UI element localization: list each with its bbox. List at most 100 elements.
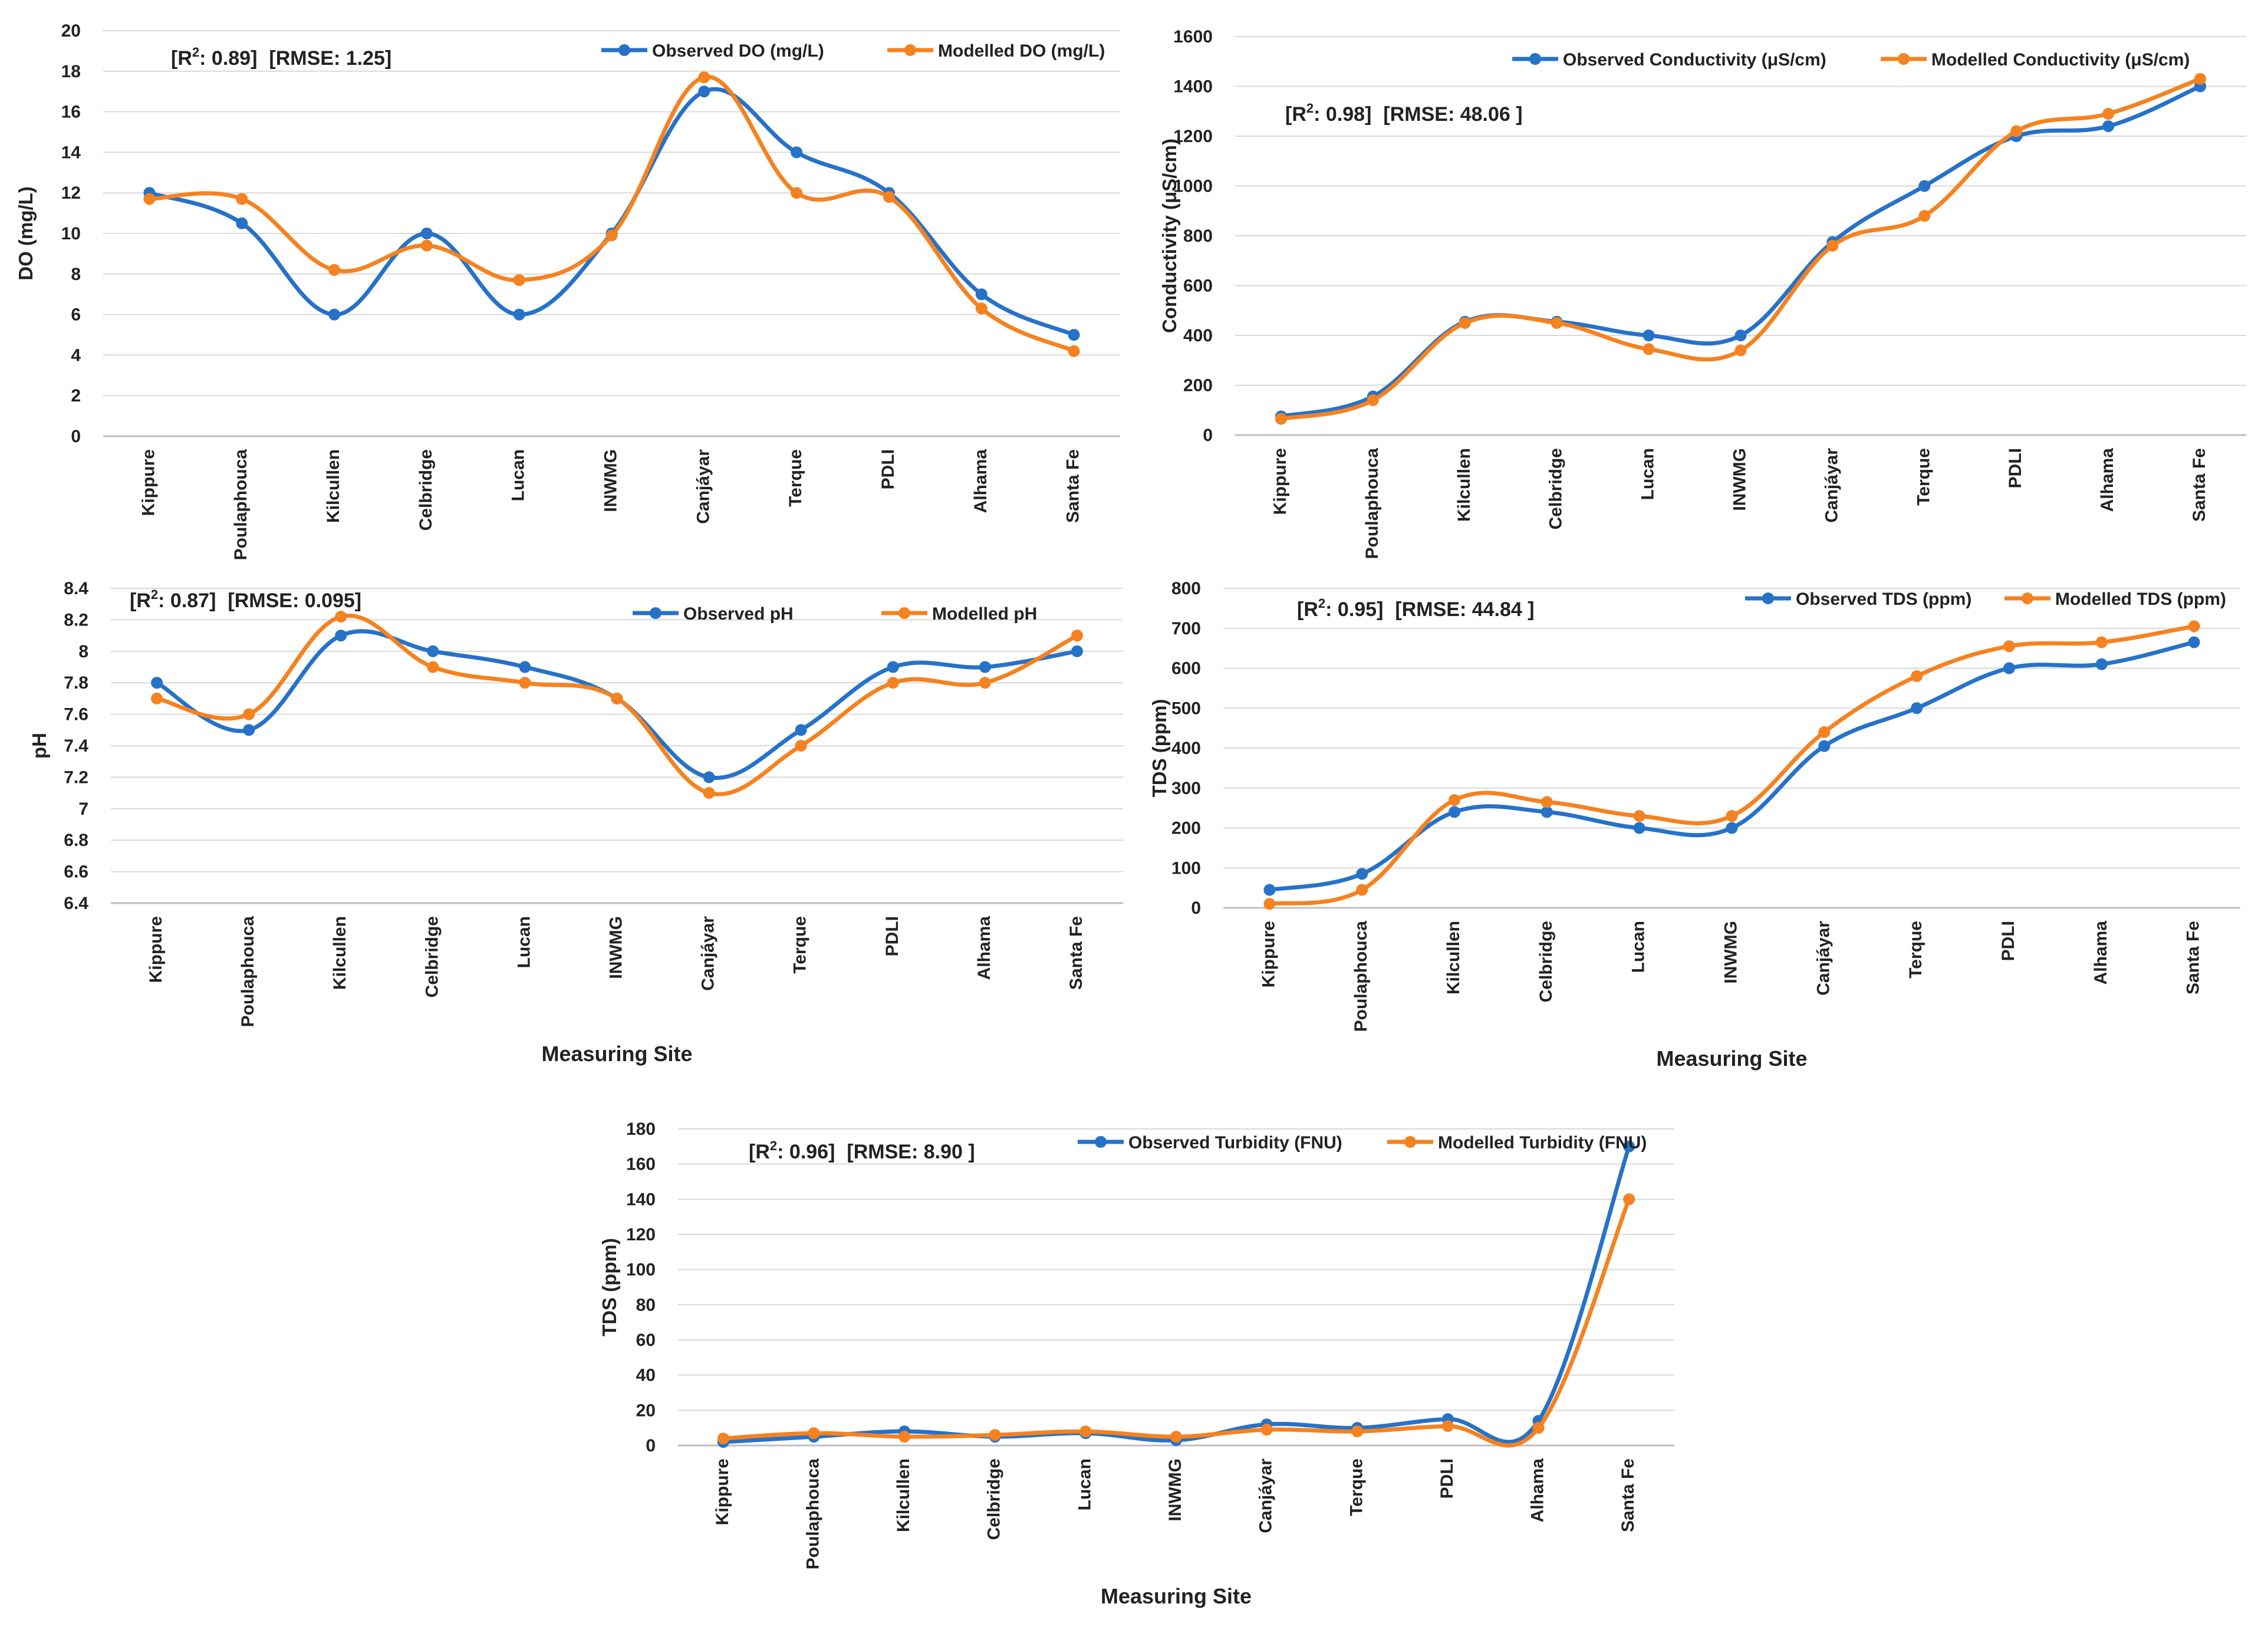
data-point-modelled [975, 302, 987, 315]
data-point-observed [236, 217, 248, 229]
data-point-modelled [243, 708, 255, 720]
y-tick-label: 600 [1183, 276, 1213, 296]
data-point-modelled [1642, 343, 1655, 355]
legend-swatch-marker [1898, 53, 1910, 65]
x-tick-label: Santa Fe [1066, 916, 1086, 990]
y-tick-label: 14 [61, 143, 81, 162]
rmse-value: [RMSE: 0.095] [228, 590, 361, 612]
y-tick-label: 600 [1171, 659, 1201, 679]
y-tick-label: 4 [71, 345, 81, 365]
data-point-modelled [1726, 810, 1738, 822]
y-tick-label: 200 [1171, 819, 1201, 838]
legend-label: Observed Conductivity (μS/cm) [1563, 50, 1826, 70]
chart-panel-3: 6.4 6.6 6.8 7 7.2 7.4 7.6 7.8 8 8.2 8.4 Kippure Poul… [28, 579, 1123, 1066]
data-point-observed [151, 677, 163, 689]
data-point-modelled [611, 692, 623, 704]
r2-superscript: 2 [770, 1138, 777, 1153]
x-tick-label: Celbridge [985, 1458, 1004, 1540]
x-tick-label: Lucan [509, 449, 528, 501]
legend-label: Modelled TDS (ppm) [2055, 590, 2226, 609]
y-tick-label: 8.2 [64, 610, 88, 630]
legend-swatch-marker [2022, 592, 2033, 604]
x-tick-label: Terque [786, 449, 805, 507]
data-point-observed [887, 661, 899, 673]
x-tick-label: PDLI [878, 449, 898, 489]
y-tick-label: 400 [1183, 326, 1213, 345]
data-point-modelled [1351, 1425, 1364, 1438]
x-tick-label: Lucan [1075, 1458, 1094, 1510]
data-point-observed [979, 661, 991, 673]
data-point-modelled [420, 239, 433, 252]
x-axis-label: Measuring Site [1656, 1046, 1807, 1071]
data-point-modelled [795, 740, 807, 752]
y-tick-label: 16 [61, 103, 81, 122]
x-tick-label: Poulaphouca [803, 1458, 822, 1570]
x-tick-label: PDLI [1999, 921, 2018, 961]
data-point-modelled [236, 193, 248, 205]
r2-superscript: 2 [192, 45, 199, 60]
y-tick-label: 700 [1171, 619, 1201, 638]
y-tick-label: 6.6 [64, 862, 88, 882]
x-tick-label: Alhama [975, 916, 994, 980]
data-point-modelled [1068, 345, 1080, 357]
data-point-modelled [1551, 317, 1563, 329]
y-tick-label: 8.4 [64, 579, 88, 598]
legend-label: Modelled Turbidity (FNU) [1438, 1133, 1647, 1152]
y-tick-label: 0 [71, 427, 81, 446]
legend-swatch-marker [1404, 1136, 1416, 1148]
series-line-modelled [154, 613, 1079, 796]
y-axis-label: DO (mg/L) [15, 186, 37, 280]
data-point-observed [703, 771, 715, 783]
data-point-modelled [698, 71, 710, 84]
data-point-modelled [1170, 1431, 1182, 1443]
x-tick-label: PDLI [883, 916, 902, 956]
y-tick-label: 0 [1203, 426, 1213, 445]
legend-entry-modelled: Modelled Conductivity (μS/cm) [1881, 50, 2190, 70]
series-line-modelled [1279, 77, 2203, 422]
stats-annotation: [R2: 0.98] [RMSE: 48.06 ] [1285, 101, 1523, 126]
y-tick-label: 7.4 [64, 736, 88, 756]
x-tick-label: Poulaphouca [231, 449, 251, 561]
legend-label: Observed DO (mg/L) [652, 41, 824, 61]
data-point-modelled [2194, 73, 2207, 85]
data-point-observed [335, 630, 347, 642]
series-line-observed [154, 629, 1079, 780]
y-tick-label: 160 [626, 1155, 656, 1174]
x-tick-label: Canjáyar [1813, 921, 1833, 996]
y-tick-label: 6.4 [64, 894, 88, 913]
x-tick-label: Lucan [514, 916, 534, 968]
x-tick-label: Santa Fe [1618, 1458, 1638, 1532]
data-point-observed [975, 288, 987, 301]
x-tick-label: Celbridge [1546, 448, 1566, 529]
x-axis-label: Measuring Site [541, 1042, 692, 1066]
data-point-observed [1540, 806, 1553, 818]
rmse-value: [RMSE: 44.84 ] [1395, 598, 1534, 621]
y-tick-label: 100 [1171, 858, 1201, 878]
x-tick-label: Terque [791, 916, 810, 974]
data-point-modelled [2095, 636, 2108, 648]
y-axis-label: pH [28, 733, 50, 759]
x-tick-label: Canjáyar [1256, 1458, 1276, 1533]
y-axis-label: TDS (ppm) [598, 1238, 620, 1336]
legend-entry-modelled: Modelled TDS (ppm) [2004, 590, 2226, 609]
data-point-observed [2095, 658, 2108, 670]
data-point-observed [513, 308, 525, 321]
data-point-observed [791, 146, 803, 159]
y-tick-label: 7.6 [64, 705, 88, 725]
legend-entry-modelled: Modelled DO (mg/L) [887, 41, 1105, 61]
data-point-modelled [1633, 810, 1645, 822]
stats-annotation: [R2: 0.96] [RMSE: 8.90 ] [749, 1138, 975, 1163]
legend-entry-observed: Observed Conductivity (μS/cm) [1512, 50, 1826, 70]
y-tick-label: 100 [626, 1260, 656, 1280]
legend-label: Modelled pH [932, 604, 1037, 624]
x-tick-label: Kippure [1270, 448, 1290, 515]
legend-entry-modelled: Modelled Turbidity (FNU) [1387, 1133, 1647, 1152]
data-point-modelled [1911, 670, 1923, 683]
data-point-observed [795, 724, 807, 736]
data-point-modelled [717, 1433, 729, 1445]
y-tick-label: 40 [636, 1366, 656, 1385]
x-tick-label: Santa Fe [2190, 448, 2209, 522]
x-tick-label: INWMG [601, 449, 621, 512]
x-tick-label: Kippure [146, 916, 166, 983]
x-tick-label: Alhama [971, 449, 990, 513]
